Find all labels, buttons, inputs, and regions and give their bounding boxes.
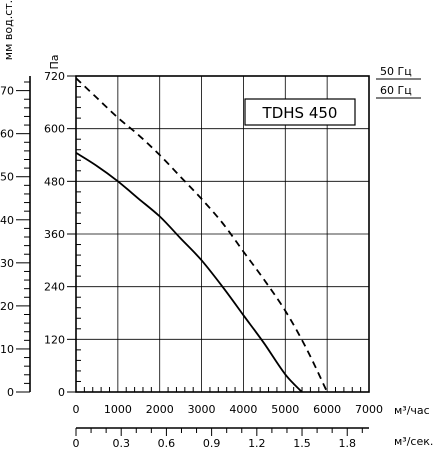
x-primary-axis-label: м³/час xyxy=(394,404,430,417)
chart-title: TDHS 450 xyxy=(262,104,338,122)
plot-frame xyxy=(75,75,370,393)
x-secondary-tick-label: 1.5 xyxy=(293,437,311,450)
legend-label-50hz: 50 Гц xyxy=(380,65,412,78)
y-secondary-tick-label: 30 xyxy=(0,257,14,270)
y-secondary-tick-label: 0 xyxy=(7,386,14,399)
x-secondary-tick-label: 0.6 xyxy=(158,437,176,450)
x-primary-tick-label: 1000 xyxy=(104,403,132,416)
y-primary-tick-label: 0 xyxy=(58,386,65,399)
y-primary-tick-label: 360 xyxy=(44,228,65,241)
legend: 50 Гц 60 Гц xyxy=(376,65,421,99)
x-primary-tick-label: 4000 xyxy=(229,403,257,416)
series-line-50hz xyxy=(75,152,303,393)
y-primary-tick-label: 600 xyxy=(44,123,65,136)
y-secondary-tick-label: 60 xyxy=(0,128,14,141)
y-primary-tick-label: 720 xyxy=(44,70,65,83)
y-primary-axis-label: Па xyxy=(48,54,61,69)
series-lines xyxy=(75,77,328,393)
x-primary-tick-label: 7000 xyxy=(355,403,383,416)
x-secondary-tick-labels: 0 0.3 0.6 0.9 1.2 1.5 1.8 xyxy=(73,428,363,450)
x-secondary-tick-label: 1.2 xyxy=(248,437,266,450)
y-primary-tick-label: 480 xyxy=(44,175,65,188)
x-secondary-tick-label: 0 xyxy=(73,437,80,450)
y-primary-tick-labels: 0 120 240 360 480 600 720 xyxy=(44,70,65,399)
minor-ticks xyxy=(67,75,362,393)
x-primary-tick-label: 3000 xyxy=(188,403,216,416)
y-secondary-tick-label: 10 xyxy=(0,343,14,356)
y-secondary-axis-label: мм вод.ст. xyxy=(2,0,15,60)
x-secondary-tick-label: 0.9 xyxy=(203,437,221,450)
y-primary-tick-label: 240 xyxy=(44,281,65,294)
y-primary-tick-label: 120 xyxy=(44,333,65,346)
title-box xyxy=(244,98,356,126)
x-secondary-tick-label: 1.8 xyxy=(338,437,356,450)
x-primary-tick-label: 2000 xyxy=(146,403,174,416)
x-primary-tick-label: 6000 xyxy=(313,403,341,416)
y-secondary-tick-label: 40 xyxy=(0,214,14,227)
y-secondary-tick-label: 50 xyxy=(0,171,14,184)
series-line-60hz xyxy=(75,77,328,393)
x-primary-tick-labels: 0 1000 2000 3000 4000 5000 6000 7000 xyxy=(73,403,384,416)
legend-label-60hz: 60 Гц xyxy=(380,84,412,97)
x-primary-tick-label: 0 xyxy=(73,403,80,416)
grid-lines xyxy=(76,76,369,392)
x-secondary-axis-label: м³/сек. xyxy=(394,435,433,448)
x-secondary-tick-label: 0.3 xyxy=(112,437,130,450)
y-secondary-tick-label: 20 xyxy=(0,300,14,313)
y-secondary-tick-label: 70 xyxy=(0,85,14,98)
y-secondary-tick-labels: 0 10 20 30 40 50 60 70 xyxy=(0,81,30,399)
x-primary-tick-label: 5000 xyxy=(271,403,299,416)
